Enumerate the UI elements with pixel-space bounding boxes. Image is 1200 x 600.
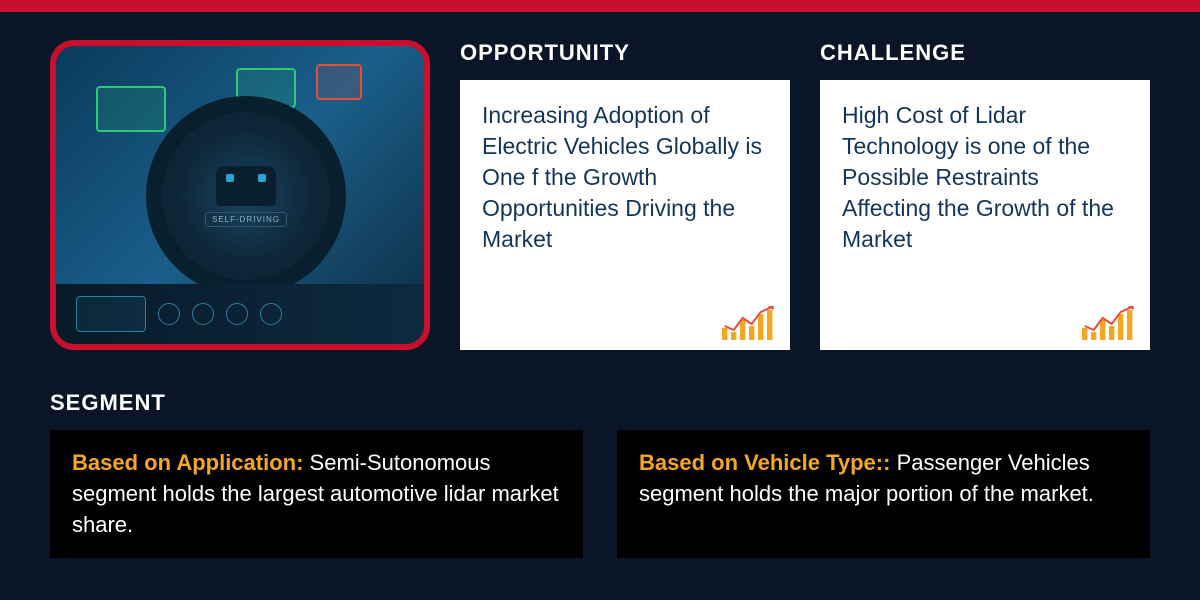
opportunity-text: Increasing Adoption of Electric Vehicles… [482,100,768,255]
top-accent-bar [0,0,1200,12]
opportunity-column: OPPORTUNITY Increasing Adoption of Elect… [460,40,790,350]
challenge-card: High Cost of Lidar Technology is one of … [820,80,1150,350]
hero-image: SELF-DRIVING [50,40,430,350]
info-cards-row: OPPORTUNITY Increasing Adoption of Elect… [460,40,1150,350]
dash-dial [192,303,214,325]
growth-chart-icon [722,306,776,340]
hero-image-content: SELF-DRIVING [56,46,424,344]
dash-dial [260,303,282,325]
top-row: SELF-DRIVING OPPORTUNITY Increasing Adop… [0,0,1200,380]
opportunity-card: Increasing Adoption of Electric Vehicles… [460,80,790,350]
self-driving-label: SELF-DRIVING [205,212,287,227]
segment-box-application: Based on Application: Semi-Sutonomous se… [50,430,583,558]
car-icon [216,166,276,206]
hud-overlay [96,86,166,132]
segment-label: Based on Application: [72,450,310,475]
dash-screen [76,296,146,332]
challenge-column: CHALLENGE High Cost of Lidar Technology … [820,40,1150,350]
challenge-title: CHALLENGE [820,40,1150,66]
opportunity-title: OPPORTUNITY [460,40,790,66]
segment-title: SEGMENT [50,390,1150,416]
segment-label: Based on Vehicle Type:: [639,450,897,475]
dash-dial [226,303,248,325]
dashboard-strip [56,284,424,344]
hud-overlay [316,64,362,100]
dash-dial [158,303,180,325]
steering-wheel: SELF-DRIVING [146,96,346,296]
growth-chart-icon [1082,306,1136,340]
segment-row: Based on Application: Semi-Sutonomous se… [50,430,1150,558]
segment-section: SEGMENT Based on Application: Semi-Suton… [0,380,1200,558]
segment-box-vehicle-type: Based on Vehicle Type:: Passenger Vehicl… [617,430,1150,558]
challenge-text: High Cost of Lidar Technology is one of … [842,100,1128,255]
